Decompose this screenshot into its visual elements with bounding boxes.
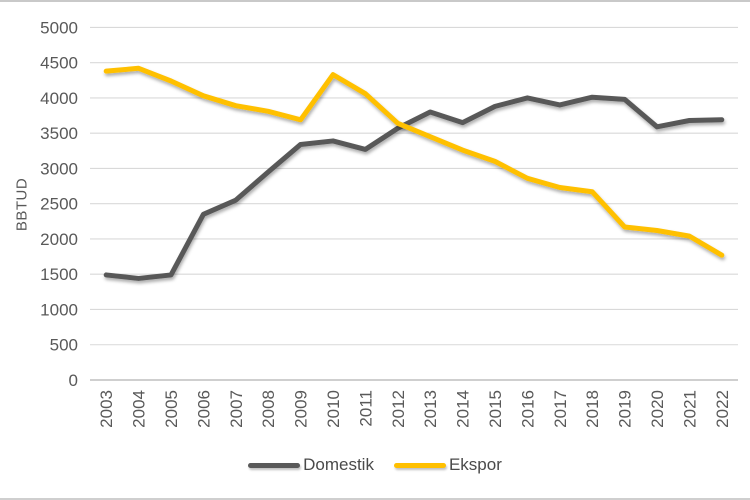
svg-text:500: 500 <box>50 336 78 355</box>
svg-text:2010: 2010 <box>324 390 343 428</box>
y-axis-tick-labels: 0 500 1000 1500 2000 2500 3000 3500 4000 4500 5000 <box>40 18 78 390</box>
domestik-line-swatch-icon <box>248 462 301 468</box>
svg-text:2008: 2008 <box>259 390 278 428</box>
svg-text:2005: 2005 <box>162 390 181 428</box>
svg-text:4500: 4500 <box>40 54 78 73</box>
svg-text:2012: 2012 <box>389 390 408 428</box>
svg-text:2500: 2500 <box>40 195 78 214</box>
svg-text:1500: 1500 <box>40 265 78 284</box>
svg-text:2013: 2013 <box>421 390 440 428</box>
svg-text:2015: 2015 <box>486 390 505 428</box>
svg-text:2016: 2016 <box>518 390 537 428</box>
legend-label-domestik: Domestik <box>303 455 374 474</box>
svg-text:2020: 2020 <box>648 390 667 428</box>
svg-text:2006: 2006 <box>194 390 213 428</box>
svg-text:2011: 2011 <box>356 390 375 427</box>
svg-text:2014: 2014 <box>454 390 473 428</box>
svg-text:2022: 2022 <box>713 390 732 428</box>
legend-item-domestik: Domestik <box>248 455 374 475</box>
svg-text:2007: 2007 <box>227 390 246 428</box>
svg-text:2021: 2021 <box>680 390 699 428</box>
svg-text:0: 0 <box>69 371 78 390</box>
svg-text:2009: 2009 <box>292 390 311 428</box>
svg-text:2000: 2000 <box>40 230 78 249</box>
y-axis-title: BBTUD <box>13 177 31 232</box>
legend-label-ekspor: Ekspor <box>448 455 502 474</box>
svg-text:2019: 2019 <box>616 390 635 428</box>
svg-text:5000: 5000 <box>40 18 78 37</box>
svg-text:2018: 2018 <box>583 390 602 428</box>
svg-text:2017: 2017 <box>551 390 570 428</box>
ekspor-line-swatch-icon <box>393 462 446 468</box>
svg-text:2004: 2004 <box>130 390 149 428</box>
svg-text:3000: 3000 <box>40 159 78 178</box>
series-lines <box>103 65 725 281</box>
gridlines <box>90 26 738 381</box>
svg-text:2003: 2003 <box>97 390 116 428</box>
x-axis-tick-labels: 2003 2004 2005 2006 2007 2008 2009 2010 2011 2012… <box>97 390 732 428</box>
svg-text:4000: 4000 <box>40 89 78 108</box>
legend-item-ekspor: Ekspor <box>393 455 502 475</box>
svg-text:3500: 3500 <box>40 124 78 143</box>
legend: Domestik Ekspor <box>0 455 750 475</box>
svg-text:1000: 1000 <box>40 300 78 319</box>
